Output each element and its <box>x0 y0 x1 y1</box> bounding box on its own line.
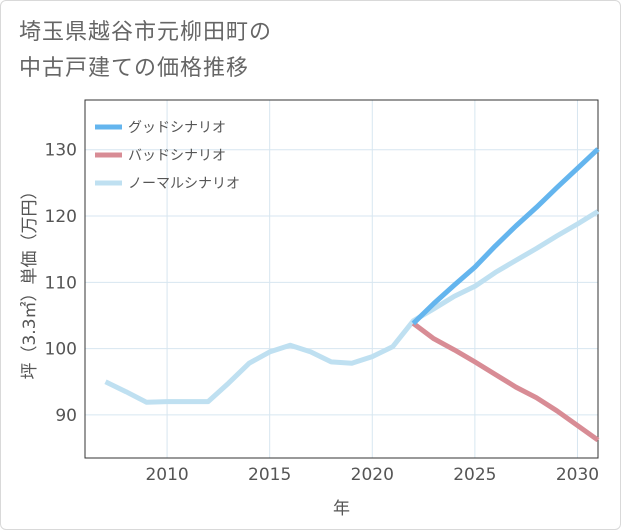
grid-lines <box>85 100 598 458</box>
x-tick-label-2025: 2025 <box>453 465 496 485</box>
series-line-normal <box>104 209 600 405</box>
y-tick-label-100: 100 <box>45 340 77 360</box>
x-tick-label-2030: 2030 <box>556 465 599 485</box>
y-tick-label-110: 110 <box>45 273 77 293</box>
plot-area-frame <box>84 99 599 459</box>
series-line-good <box>411 147 600 326</box>
page-title-line2: 中古戸建ての価格推移 <box>19 56 250 81</box>
y-tick-label-130: 130 <box>45 141 77 161</box>
page-title-line1: 埼玉県越谷市元柳田町の <box>19 20 273 45</box>
page-title: 埼玉県越谷市元柳田町の 中古戸建ての価格推移 <box>19 15 272 87</box>
x-axis-title: 年 <box>333 499 350 519</box>
legend-label-good: グッドシナリオ <box>128 120 226 136</box>
legend-label-normal: ノーマルシナリオ <box>128 176 240 192</box>
series-line-bad <box>411 321 600 443</box>
legend-label-bad: バッドシナリオ <box>128 148 226 164</box>
x-tick-label-2010: 2010 <box>145 465 188 485</box>
y-tick-label-120: 120 <box>45 207 77 227</box>
axis-ticks: 2010 2015 2020 2025 2030 90 100 110 120 130 <box>45 141 600 485</box>
y-tick-label-90: 90 <box>55 406 77 426</box>
x-tick-label-2020: 2020 <box>351 465 394 485</box>
y-axis-title: 坪（3.3㎡）単価（万円） <box>20 182 40 379</box>
series-lines <box>104 147 600 443</box>
x-tick-label-2015: 2015 <box>248 465 291 485</box>
